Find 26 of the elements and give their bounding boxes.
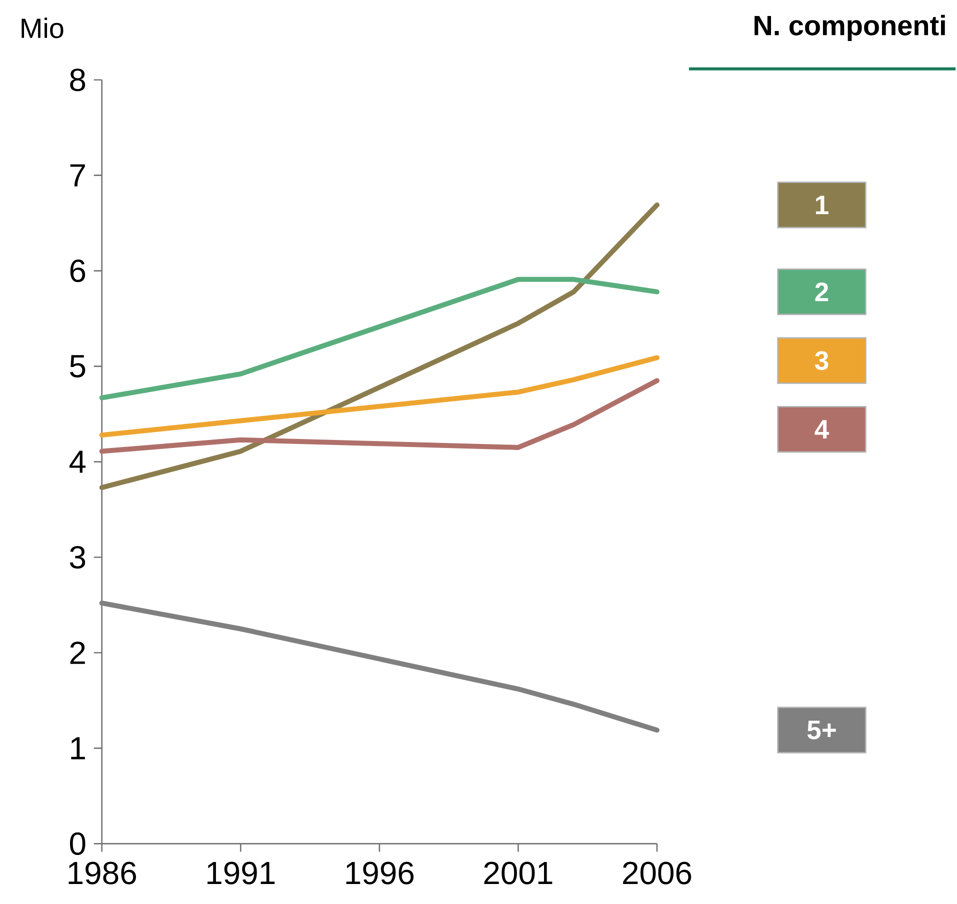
x-tick-label: 2001 [484, 862, 552, 885]
legend-title: N. componenti [754, 15, 945, 42]
x-tick-label: 2006 [623, 862, 692, 885]
text: 3 [814, 351, 828, 370]
text: 2 [815, 282, 828, 302]
text: 1 [816, 196, 828, 214]
x-tick-label: 1996 [346, 862, 414, 885]
line-series [99, 355, 660, 438]
line-series [99, 378, 660, 454]
line-series [99, 202, 660, 490]
x-tick-label: 1986 [68, 862, 136, 885]
text: 4 [814, 420, 830, 439]
y-tick-label: 5 [70, 355, 86, 378]
y-tick-label: 1 [71, 737, 85, 760]
y-tick-label: 2 [70, 642, 85, 664]
line-series [99, 277, 660, 400]
line-series [99, 600, 660, 733]
y-tick-label: 6 [70, 260, 86, 282]
y-tick-label: 7 [70, 164, 85, 187]
y-tick-label: 3 [70, 546, 86, 569]
y-tick-label: 0 [70, 832, 86, 856]
y-tick-label: 8 [70, 68, 86, 92]
text: 5+ [807, 720, 836, 740]
y-tick-label: 4 [69, 450, 86, 473]
y-axis-title: Mio [22, 18, 64, 38]
x-tick-label: 1991 [208, 862, 275, 885]
